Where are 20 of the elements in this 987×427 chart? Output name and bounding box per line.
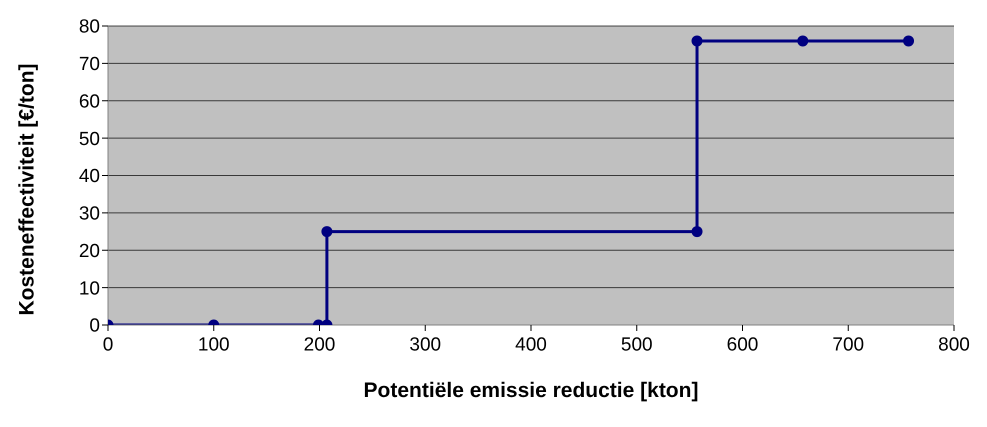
x-tick-label: 700 xyxy=(832,334,864,356)
x-tick-label: 400 xyxy=(515,334,547,356)
y-tick-label: 20 xyxy=(78,240,100,262)
x-tick-label: 500 xyxy=(620,334,653,356)
x-tick-label: 300 xyxy=(409,334,442,356)
x-tick-label: 100 xyxy=(198,334,230,356)
y-tick-label: 50 xyxy=(78,128,100,150)
x-tick-label: 0 xyxy=(102,334,114,356)
x-tick-label: 200 xyxy=(304,334,336,356)
x-tick-label: 800 xyxy=(938,334,970,356)
y-tick-label: 80 xyxy=(78,16,100,38)
y-tick-label: 10 xyxy=(78,278,100,300)
y-axis-title: Kosteneffectiviteit [€/ton] xyxy=(15,63,38,316)
y-tick-label: 60 xyxy=(78,91,100,112)
y-tick-label: 70 xyxy=(78,54,100,76)
y-tick-label: 0 xyxy=(89,316,100,337)
x-tick-label: 600 xyxy=(726,334,758,356)
y-tick-label: 30 xyxy=(78,204,100,225)
x-axis-title: Potentiële emissie reductie [kton] xyxy=(364,379,698,402)
y-tick-label: 40 xyxy=(78,166,100,188)
